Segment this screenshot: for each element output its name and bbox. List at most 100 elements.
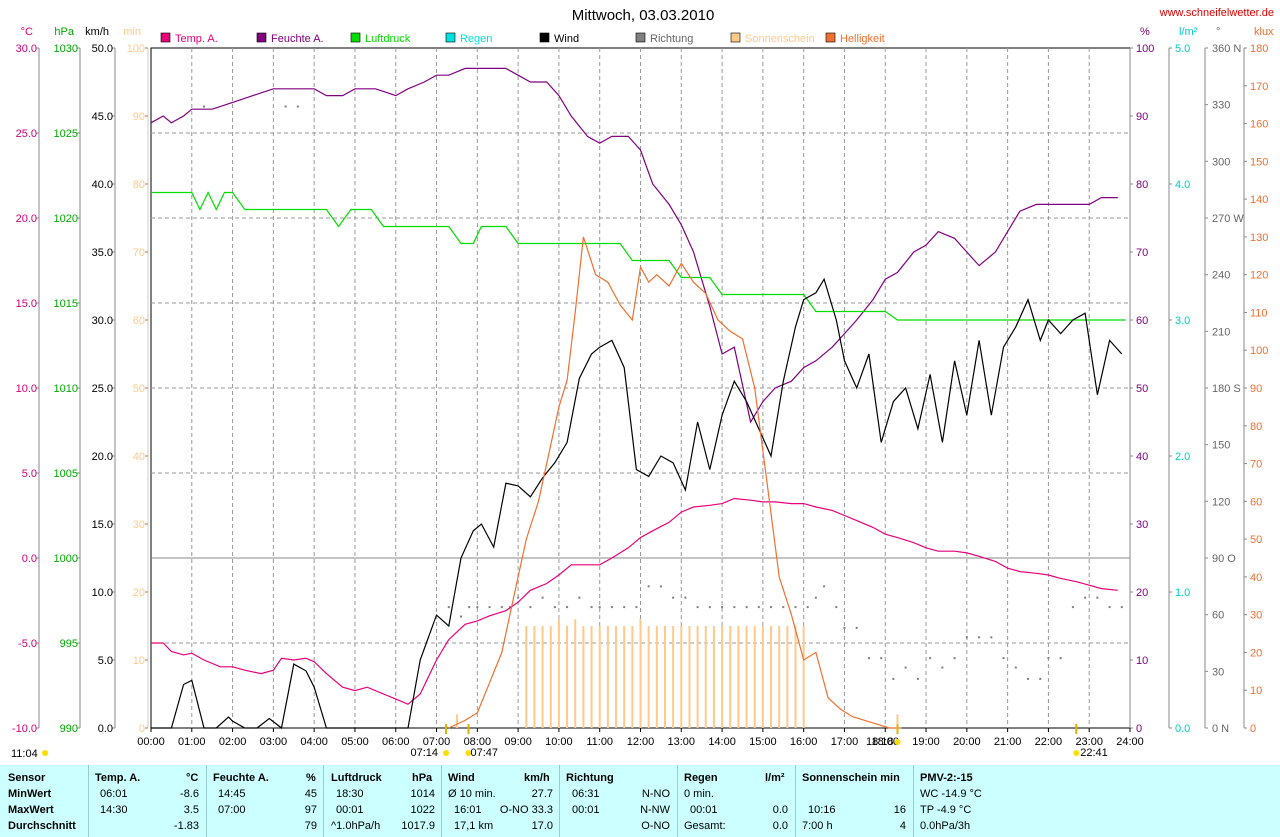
left-tick-label: 1005 <box>54 468 78 480</box>
left-tick-label: 50.0 <box>92 43 113 55</box>
sonne-avg: 4 <box>899 820 906 832</box>
site-url[interactable]: www.schneifelwetter.de <box>1159 7 1274 19</box>
right-tick-label: 80 <box>1250 421 1262 433</box>
x-tick-label: 13:00 <box>668 736 696 748</box>
direction-point <box>610 606 613 609</box>
pressure-line <box>151 191 1126 321</box>
chart-title: Mittwoch, 03.03.2010 <box>572 7 715 24</box>
right-tick-label: 130 <box>1250 232 1268 244</box>
x-tick-label: 05:00 <box>341 736 369 748</box>
right-tick-label: 3.0 <box>1175 315 1190 327</box>
luft-trend: ^1.0hPa/h <box>331 820 381 832</box>
right-tick-label: 180 <box>1250 43 1268 55</box>
right-tick-label: 160 <box>1250 119 1268 131</box>
left-tick-label: 0.0 <box>22 553 37 565</box>
right-tick-label: 40 <box>1250 572 1262 584</box>
hdr-feuchte-unit: % <box>306 772 316 784</box>
right-tick-label: 40 <box>1136 451 1148 463</box>
right-tick-label: 330 <box>1212 100 1230 112</box>
right-tick-label: 0.0 <box>1175 723 1190 735</box>
richtung-max-time: 00:01 <box>572 804 600 816</box>
hdr-regen: Regen <box>684 772 718 784</box>
direction-point <box>855 626 858 629</box>
left-tick-label: 100 <box>127 43 145 55</box>
temp-max-time: 14:30 <box>100 804 128 816</box>
legend-label: Temp. A. <box>175 33 218 45</box>
legend-swatch <box>635 32 646 43</box>
direction-point <box>916 677 919 680</box>
legend-swatch <box>350 32 361 43</box>
direction-point <box>1059 657 1062 660</box>
left-tick-label: 1020 <box>54 213 78 225</box>
hdr-sensor: Sensor <box>8 772 46 784</box>
x-tick-label: 15:00 <box>749 736 777 748</box>
wind-max-time: 16:01 <box>454 804 482 816</box>
hdr-sonne: Sonnenschein min <box>802 772 900 784</box>
luft-min: 1014 <box>410 788 435 800</box>
direction-point <box>623 606 626 609</box>
marker-label: 18:18 <box>866 736 894 748</box>
right-axes: %1009080706050403020100l/m²5.04.03.02.01… <box>1129 26 1274 735</box>
sonne-max: 16 <box>893 804 906 816</box>
right-tick-label: 20 <box>1250 647 1262 659</box>
right-tick-label: 90 <box>1136 111 1148 123</box>
right-tick-label: 300 <box>1212 156 1230 168</box>
left-axis-unit: hPa <box>54 26 74 38</box>
right-tick-label: 140 <box>1250 194 1268 206</box>
direction-point <box>500 606 503 609</box>
marker-label: 07:47 <box>470 747 498 759</box>
luft-max: 1022 <box>410 804 435 816</box>
x-tick-label: 23:00 <box>1075 736 1103 748</box>
x-tick-label: 14:00 <box>708 736 736 748</box>
right-tick-label: 30 <box>1136 519 1148 531</box>
pmv-windchill: WC -14.9 °C <box>920 788 982 800</box>
temp-avg: -1.83 <box>173 820 199 832</box>
x-tick-label: 00:00 <box>137 736 165 748</box>
right-tick-label: 270 W <box>1212 213 1244 225</box>
direction-point <box>904 666 907 669</box>
temperature-line <box>151 497 1118 705</box>
right-tick-label: 240 <box>1212 270 1230 282</box>
direction-point <box>941 666 944 669</box>
pmv-dewpoint: TP -4.9 °C <box>920 804 972 816</box>
direction-point <box>953 657 956 660</box>
direction-point <box>880 657 883 660</box>
left-tick-label: 5.0 <box>98 655 113 667</box>
left-tick-label: 10.0 <box>92 587 113 599</box>
left-tick-label: 15.0 <box>92 519 113 531</box>
direction-point <box>1002 657 1005 660</box>
left-tick-label: 45.0 <box>92 111 113 123</box>
richtung-avg: O-NO <box>641 820 670 832</box>
temp-max: 3.5 <box>183 804 199 816</box>
direction-point <box>553 606 556 609</box>
richtung-min-time: 06:31 <box>572 788 600 800</box>
luft-max-time: 00:01 <box>336 804 364 816</box>
right-tick-label: 70 <box>1136 247 1148 259</box>
direction-point <box>1014 666 1017 669</box>
hdr-feuchte: Feuchte A. <box>213 772 269 784</box>
hdr-temp: Temp. A. <box>95 772 141 784</box>
chart-grid <box>151 48 1130 728</box>
direction-point <box>867 657 870 660</box>
direction-point <box>721 606 724 609</box>
left-tick-label: 35.0 <box>92 247 113 259</box>
right-tick-label: 5.0 <box>1175 43 1190 55</box>
right-tick-label: 2.0 <box>1175 451 1190 463</box>
hdr-regen-unit: l/m² <box>765 772 785 784</box>
direction-point <box>823 585 826 588</box>
legend-label: Helligkeit <box>840 33 885 45</box>
x-tick-label: 06:00 <box>382 736 410 748</box>
direction-point <box>647 585 650 588</box>
regen-total-label: Gesamt: <box>684 820 726 832</box>
pmv-pressure-trend: 0.0hPa/3h <box>920 820 971 832</box>
direction-point <box>814 596 817 599</box>
right-tick-label: 100 <box>1250 345 1268 357</box>
right-tick-label: 70 <box>1250 459 1262 471</box>
direction-point <box>806 606 809 609</box>
right-tick-label: 0 <box>1250 723 1256 735</box>
x-tick-label: 21:00 <box>994 736 1022 748</box>
legend-swatch <box>539 32 550 43</box>
direction-point <box>794 606 797 609</box>
marker-label: 07:14 <box>411 747 439 759</box>
right-tick-label: 50 <box>1250 534 1262 546</box>
